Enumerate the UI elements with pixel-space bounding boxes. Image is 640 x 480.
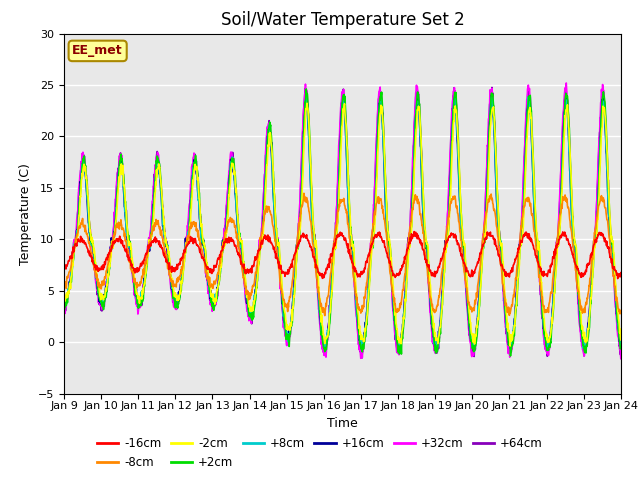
+16cm [60, 299, 68, 305]
+32cm [429, 337, 436, 343]
+32cm [563, 80, 570, 86]
-16cm [502, 269, 509, 275]
-8cm [246, 296, 254, 302]
+32cm [60, 306, 68, 312]
+2cm [184, 240, 191, 246]
+64cm [429, 335, 437, 340]
+2cm [552, 273, 559, 278]
+2cm [60, 302, 68, 308]
+64cm [170, 303, 178, 309]
+8cm [429, 334, 437, 339]
+16cm [488, 92, 495, 98]
-8cm [552, 252, 559, 258]
Line: +32cm: +32cm [64, 83, 621, 359]
+2cm [429, 331, 437, 336]
+32cm [551, 270, 559, 276]
X-axis label: Time: Time [327, 417, 358, 430]
+32cm [502, 324, 509, 330]
+2cm [502, 313, 509, 319]
Line: +16cm: +16cm [64, 95, 621, 348]
Line: -16cm: -16cm [64, 231, 621, 278]
Line: -2cm: -2cm [64, 103, 621, 346]
-16cm [184, 242, 191, 248]
+2cm [302, 86, 310, 92]
+32cm [170, 302, 178, 308]
+16cm [432, 346, 440, 351]
+8cm [302, 94, 310, 99]
-2cm [246, 309, 254, 314]
+64cm [184, 225, 191, 231]
-2cm [552, 275, 559, 281]
Text: EE_met: EE_met [72, 44, 123, 58]
+8cm [358, 348, 366, 353]
-2cm [170, 293, 178, 299]
+64cm [246, 312, 254, 318]
-8cm [321, 313, 328, 319]
Line: +64cm: +64cm [64, 87, 621, 358]
+8cm [502, 323, 510, 329]
-2cm [303, 100, 311, 106]
+8cm [246, 307, 254, 313]
-16cm [617, 270, 625, 276]
+64cm [617, 346, 625, 352]
-2cm [506, 343, 514, 349]
Title: Soil/Water Temperature Set 2: Soil/Water Temperature Set 2 [221, 11, 464, 29]
-2cm [502, 296, 509, 302]
+8cm [617, 345, 625, 350]
+2cm [617, 345, 625, 351]
+2cm [507, 353, 515, 359]
Y-axis label: Temperature (C): Temperature (C) [19, 163, 33, 264]
+8cm [552, 266, 559, 272]
+16cm [429, 329, 436, 335]
-2cm [184, 239, 191, 244]
+2cm [246, 313, 254, 319]
+16cm [184, 237, 191, 243]
-16cm [551, 246, 559, 252]
+16cm [170, 293, 178, 299]
+32cm [617, 356, 625, 361]
+16cm [502, 319, 510, 325]
+16cm [552, 262, 559, 268]
-8cm [502, 300, 510, 306]
-8cm [60, 282, 68, 288]
-2cm [617, 337, 625, 343]
+64cm [358, 355, 366, 361]
+8cm [60, 296, 68, 301]
+2cm [170, 296, 178, 302]
-8cm [617, 309, 625, 314]
-8cm [300, 191, 308, 196]
-2cm [60, 292, 68, 298]
+32cm [246, 311, 254, 316]
-16cm [410, 228, 418, 234]
-2cm [429, 319, 437, 324]
Line: -8cm: -8cm [64, 193, 621, 316]
-16cm [170, 266, 178, 272]
-16cm [246, 266, 254, 272]
Line: +8cm: +8cm [64, 96, 621, 350]
-16cm [60, 264, 68, 270]
-8cm [184, 233, 191, 239]
-8cm [429, 306, 437, 312]
+64cm [60, 296, 68, 302]
+16cm [617, 340, 625, 346]
+64cm [488, 84, 496, 90]
-16cm [614, 276, 621, 281]
-16cm [429, 272, 437, 277]
+8cm [170, 297, 178, 303]
+64cm [552, 265, 559, 271]
+32cm [184, 227, 191, 233]
-8cm [170, 282, 178, 288]
+16cm [246, 310, 254, 315]
Line: +2cm: +2cm [64, 89, 621, 356]
+64cm [502, 331, 510, 337]
Legend: -16cm, -8cm, -2cm, +2cm, +8cm, +16cm, +32cm, +64cm: -16cm, -8cm, -2cm, +2cm, +8cm, +16cm, +3… [92, 433, 548, 474]
+8cm [184, 229, 191, 235]
